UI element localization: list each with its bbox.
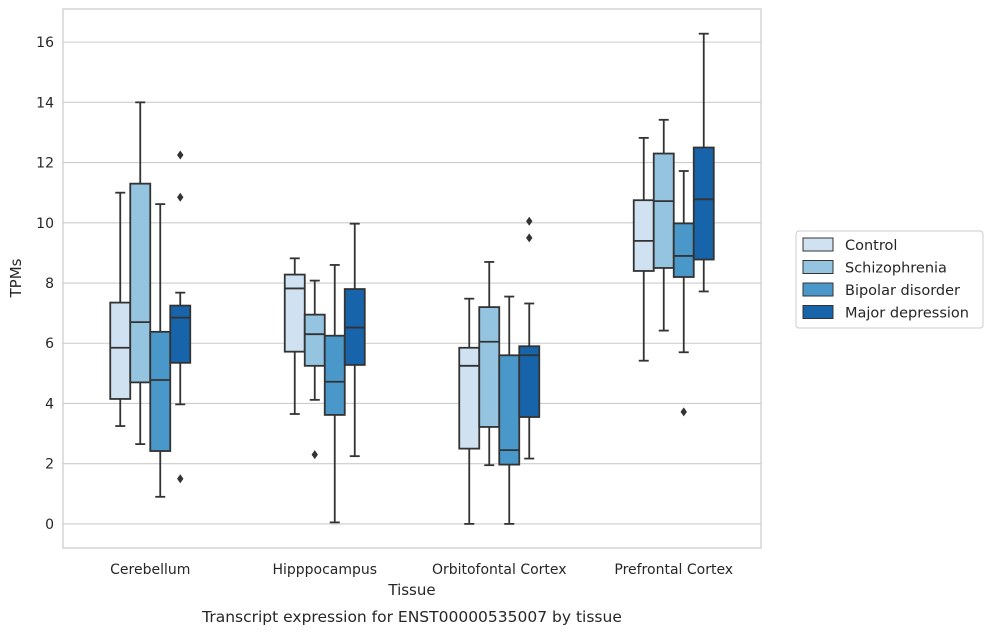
y-tick-label: 2 xyxy=(45,457,54,473)
box-iqr xyxy=(169,304,192,364)
box-2-0 xyxy=(458,297,481,525)
outlier-point xyxy=(177,192,184,202)
legend-frame xyxy=(795,230,984,329)
box-iqr xyxy=(518,345,541,418)
box-iqr xyxy=(692,146,715,261)
outlier-point xyxy=(311,450,318,460)
y-tick-label: 10 xyxy=(36,216,54,232)
legend-item: Bipolar disorder xyxy=(802,282,960,299)
y-tick-label: 12 xyxy=(36,156,54,172)
outlier-point xyxy=(177,474,184,484)
box-iqr xyxy=(478,306,501,428)
y-tick-label: 14 xyxy=(36,95,54,111)
y-tick-label: 6 xyxy=(45,336,54,352)
x-tick-label: Prefrontal Cortex xyxy=(614,562,733,578)
legend-items: Control Schizophrenia Bipolar disorder Majo… xyxy=(802,237,969,322)
box-1-0 xyxy=(283,257,306,415)
box-iqr xyxy=(149,330,172,452)
y-tick-label: 4 xyxy=(45,396,54,412)
box-0-2 xyxy=(149,203,172,498)
legend: Control Schizophrenia Bipolar disorder Majo… xyxy=(795,230,984,329)
y-tick-label: 16 xyxy=(36,35,54,51)
box-1-2 xyxy=(323,264,346,524)
box-iqr xyxy=(672,222,695,278)
y-tick-label: 8 xyxy=(45,276,54,292)
box-2-3 xyxy=(518,216,541,460)
box-0-1 xyxy=(129,101,152,446)
box-iqr xyxy=(303,313,326,367)
legend-item: Control xyxy=(802,237,897,254)
box-1-1 xyxy=(303,279,326,460)
plot-frame xyxy=(62,8,762,549)
x-tick-label: Hipppocampus xyxy=(272,562,377,578)
box-1-3 xyxy=(343,222,366,458)
outlier-point xyxy=(526,233,533,243)
box-iqr xyxy=(652,152,675,269)
legend-swatch xyxy=(802,237,834,252)
x-tick-label: Cerebellum xyxy=(110,562,190,578)
box-3-1 xyxy=(652,118,675,332)
y-axis-ticks: 0 2 4 6 8 10 12 14 16 xyxy=(36,35,54,533)
legend-label: Control xyxy=(845,238,897,254)
box-iqr xyxy=(458,346,481,450)
chart-caption: Transcript expression for ENST0000053500… xyxy=(201,608,622,626)
box-0-0 xyxy=(109,191,132,427)
y-axis-label: TPMs xyxy=(7,258,25,298)
box-iqr xyxy=(323,334,346,416)
box-iqr xyxy=(109,301,132,400)
legend-item: Schizophrenia xyxy=(802,260,947,277)
box-iqr xyxy=(498,354,521,466)
box-0-3 xyxy=(169,150,192,484)
box-2-1 xyxy=(478,261,501,467)
legend-swatch xyxy=(802,282,834,297)
box-iqr xyxy=(632,199,655,272)
box-iqr xyxy=(129,182,152,384)
legend-swatch xyxy=(802,305,834,319)
legend-label: Bipolar disorder xyxy=(845,283,960,299)
box-iqr xyxy=(283,273,306,353)
legend-swatch xyxy=(802,260,834,274)
legend-label: Schizophrenia xyxy=(845,261,947,277)
outlier-point xyxy=(680,407,687,417)
outlier-point xyxy=(177,150,184,160)
box-3-3 xyxy=(692,32,715,293)
box-3-2 xyxy=(672,170,695,417)
legend-item: Major depression xyxy=(802,305,969,322)
y-tick-label: 0 xyxy=(45,517,54,533)
x-axis-label: Tissue xyxy=(387,581,435,599)
box-2-2 xyxy=(498,295,521,525)
box-3-0 xyxy=(632,136,655,362)
x-axis-ticks: Cerebellum Hipppocampus Orbitofontal Corte… xyxy=(110,562,733,578)
outlier-point xyxy=(526,216,533,226)
legend-label: Major depression xyxy=(845,306,969,322)
box-plot-area xyxy=(109,32,715,525)
x-tick-label: Orbitofontal Cortex xyxy=(432,562,567,578)
